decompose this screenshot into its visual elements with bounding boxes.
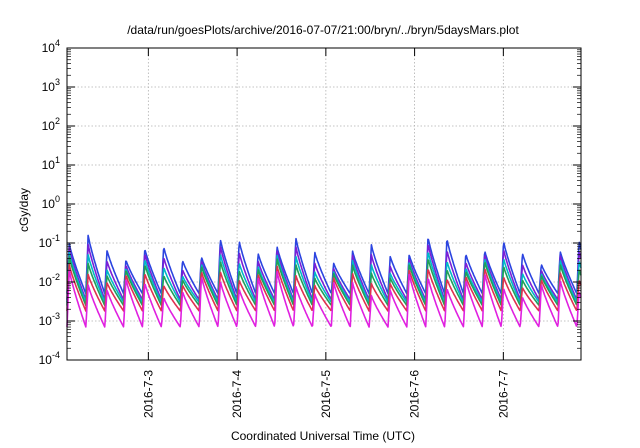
y-tick-label: 103	[42, 77, 60, 94]
series-line	[66, 269, 582, 328]
series-line	[66, 256, 582, 307]
y-tick-label: 100	[42, 194, 60, 211]
y-tick-label: 101	[42, 155, 60, 172]
series-line	[66, 234, 582, 295]
x-tick-label: 2016-7-3	[141, 370, 155, 418]
y-tick-label: 10-2	[39, 272, 60, 289]
x-tick-label: 2016-7-5	[319, 370, 333, 418]
y-tick-labels: 10-4 10-3 10-2 10-1 100 101 102 103 104	[39, 38, 60, 367]
y-tick-label: 102	[42, 116, 60, 133]
y-tick-label: 10-3	[39, 311, 60, 328]
x-tick-labels: 2016-7-3 2016-7-4 2016-7-5 2016-7-6 2016-7-7	[141, 370, 510, 418]
axis-ticks	[67, 47, 581, 361]
x-axis-label: Coordinated Universal Time (UTC)	[231, 429, 415, 443]
x-tick-label: 2016-7-4	[230, 370, 244, 418]
x-tick-label: 2016-7-7	[496, 370, 510, 418]
y-tick-label: 10-1	[39, 233, 60, 250]
chart-title: /data/run/goesPlots/archive/2016-07-07/2…	[127, 23, 519, 37]
y-tick-label: 10-4	[39, 350, 60, 367]
y-axis-label: cGy/day	[17, 188, 31, 232]
series-line	[66, 263, 582, 312]
series-line	[66, 251, 582, 304]
series-line	[66, 243, 582, 301]
y-tick-label: 104	[42, 38, 60, 55]
series-lines	[66, 234, 582, 328]
x-tick-label: 2016-7-6	[408, 370, 422, 418]
